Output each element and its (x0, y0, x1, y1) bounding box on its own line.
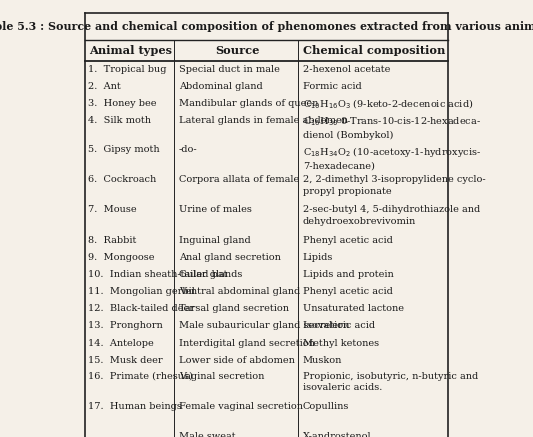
Text: 4.  Silk moth: 4. Silk moth (88, 116, 151, 125)
Text: 17.  Human beings: 17. Human beings (88, 402, 182, 411)
Text: Formic acid: Formic acid (303, 82, 361, 91)
Text: Source: Source (216, 45, 260, 56)
Text: X-androstenol: X-androstenol (303, 433, 372, 437)
Text: Special duct in male: Special duct in male (179, 65, 280, 74)
Text: 5.  Gipsy moth: 5. Gipsy moth (88, 146, 160, 154)
Text: 16.  Primate (rhesus): 16. Primate (rhesus) (88, 372, 193, 381)
Text: 2-sec-butyl 4, 5-dihydrothiazole and
dehydroexobrevivomin: 2-sec-butyl 4, 5-dihydrothiazole and deh… (303, 205, 480, 225)
Text: 14.  Antelope: 14. Antelope (88, 339, 154, 347)
Text: Lateral glands in female abdomen: Lateral glands in female abdomen (179, 116, 348, 125)
Text: Inguinal gland: Inguinal gland (179, 236, 251, 245)
Text: 8.  Rabbit: 8. Rabbit (88, 236, 136, 245)
Text: Vaginal secretion: Vaginal secretion (179, 372, 264, 381)
Text: Methyl ketones: Methyl ketones (303, 339, 379, 347)
Text: Urine of males: Urine of males (179, 205, 252, 214)
Text: 11.  Mongolian gerbil: 11. Mongolian gerbil (88, 287, 195, 296)
Text: C$_{16}$H$_{30}$ 0-Trans-10-cis-12-hexadeca-
dienol (Bombykol): C$_{16}$H$_{30}$ 0-Trans-10-cis-12-hexad… (303, 116, 481, 140)
Text: Phenyl acetic acid: Phenyl acetic acid (303, 287, 393, 296)
Text: Corpora allata of female: Corpora allata of female (179, 175, 299, 184)
Text: Propionic, isobutyric, n-butyric and
isovaleric acids.: Propionic, isobutyric, n-butyric and iso… (303, 372, 478, 392)
Text: Muskon: Muskon (303, 356, 342, 364)
Text: C$_{18}$H$_{34}$O$_2$ (10-acetoxy-1-hydroxycis-
7-hexadecane): C$_{18}$H$_{34}$O$_2$ (10-acetoxy-1-hydr… (303, 146, 481, 171)
Text: Interdigital gland secretion: Interdigital gland secretion (179, 339, 314, 347)
Text: 15.  Musk deer: 15. Musk deer (88, 356, 163, 364)
Text: 9.  Mongoose: 9. Mongoose (88, 253, 155, 262)
Text: Female vaginal secretion: Female vaginal secretion (179, 402, 303, 411)
Text: Animal types: Animal types (89, 45, 172, 56)
Text: 6.  Cockroach: 6. Cockroach (88, 175, 157, 184)
Text: Abdominal gland: Abdominal gland (179, 82, 263, 91)
Text: 10.  Indian sheath-tailed bat: 10. Indian sheath-tailed bat (88, 270, 228, 279)
Text: 3.  Honey bee: 3. Honey bee (88, 99, 157, 108)
Text: Gular glands: Gular glands (179, 270, 242, 279)
Text: 2-hexenol acetate: 2-hexenol acetate (303, 65, 390, 74)
Text: Isovaleric acid: Isovaleric acid (303, 321, 375, 330)
Text: Copullins: Copullins (303, 402, 349, 411)
Text: 13.  Pronghorn: 13. Pronghorn (88, 321, 163, 330)
Text: Lipids and protein: Lipids and protein (303, 270, 393, 279)
Text: Male sweat: Male sweat (179, 433, 236, 437)
Text: Chemical composition: Chemical composition (303, 45, 445, 56)
Text: 2.  Ant: 2. Ant (88, 82, 121, 91)
Text: 12.  Black-tailed deer: 12. Black-tailed deer (88, 304, 194, 313)
Text: Table 5.3 : Source and chemical composition of phenomones extracted from various: Table 5.3 : Source and chemical composit… (0, 21, 533, 32)
Text: Anal gland secretion: Anal gland secretion (179, 253, 281, 262)
Text: -do-: -do- (179, 146, 197, 154)
Text: 2, 2-dimethyl 3-isopropylidene cyclo-
propyl propionate: 2, 2-dimethyl 3-isopropylidene cyclo- pr… (303, 175, 486, 196)
Text: 7.  Mouse: 7. Mouse (88, 205, 137, 214)
Text: Phenyl acetic acid: Phenyl acetic acid (303, 236, 393, 245)
Text: Lipids: Lipids (303, 253, 333, 262)
Text: 1.  Tropical bug: 1. Tropical bug (88, 65, 167, 74)
Text: Tarsal gland secretion: Tarsal gland secretion (179, 304, 289, 313)
Text: Lower side of abdomen: Lower side of abdomen (179, 356, 295, 364)
Text: Unsaturated lactone: Unsaturated lactone (303, 304, 404, 313)
Text: Ventral abdominal gland: Ventral abdominal gland (179, 287, 300, 296)
Text: C$_{10}$H$_{16}$O$_3$ (9-keto-2-decenoic acid): C$_{10}$H$_{16}$O$_3$ (9-keto-2-decenoic… (303, 97, 473, 111)
Text: Mandibular glands of queen: Mandibular glands of queen (179, 99, 318, 108)
Text: Male subauricular gland secretion: Male subauricular gland secretion (179, 321, 349, 330)
